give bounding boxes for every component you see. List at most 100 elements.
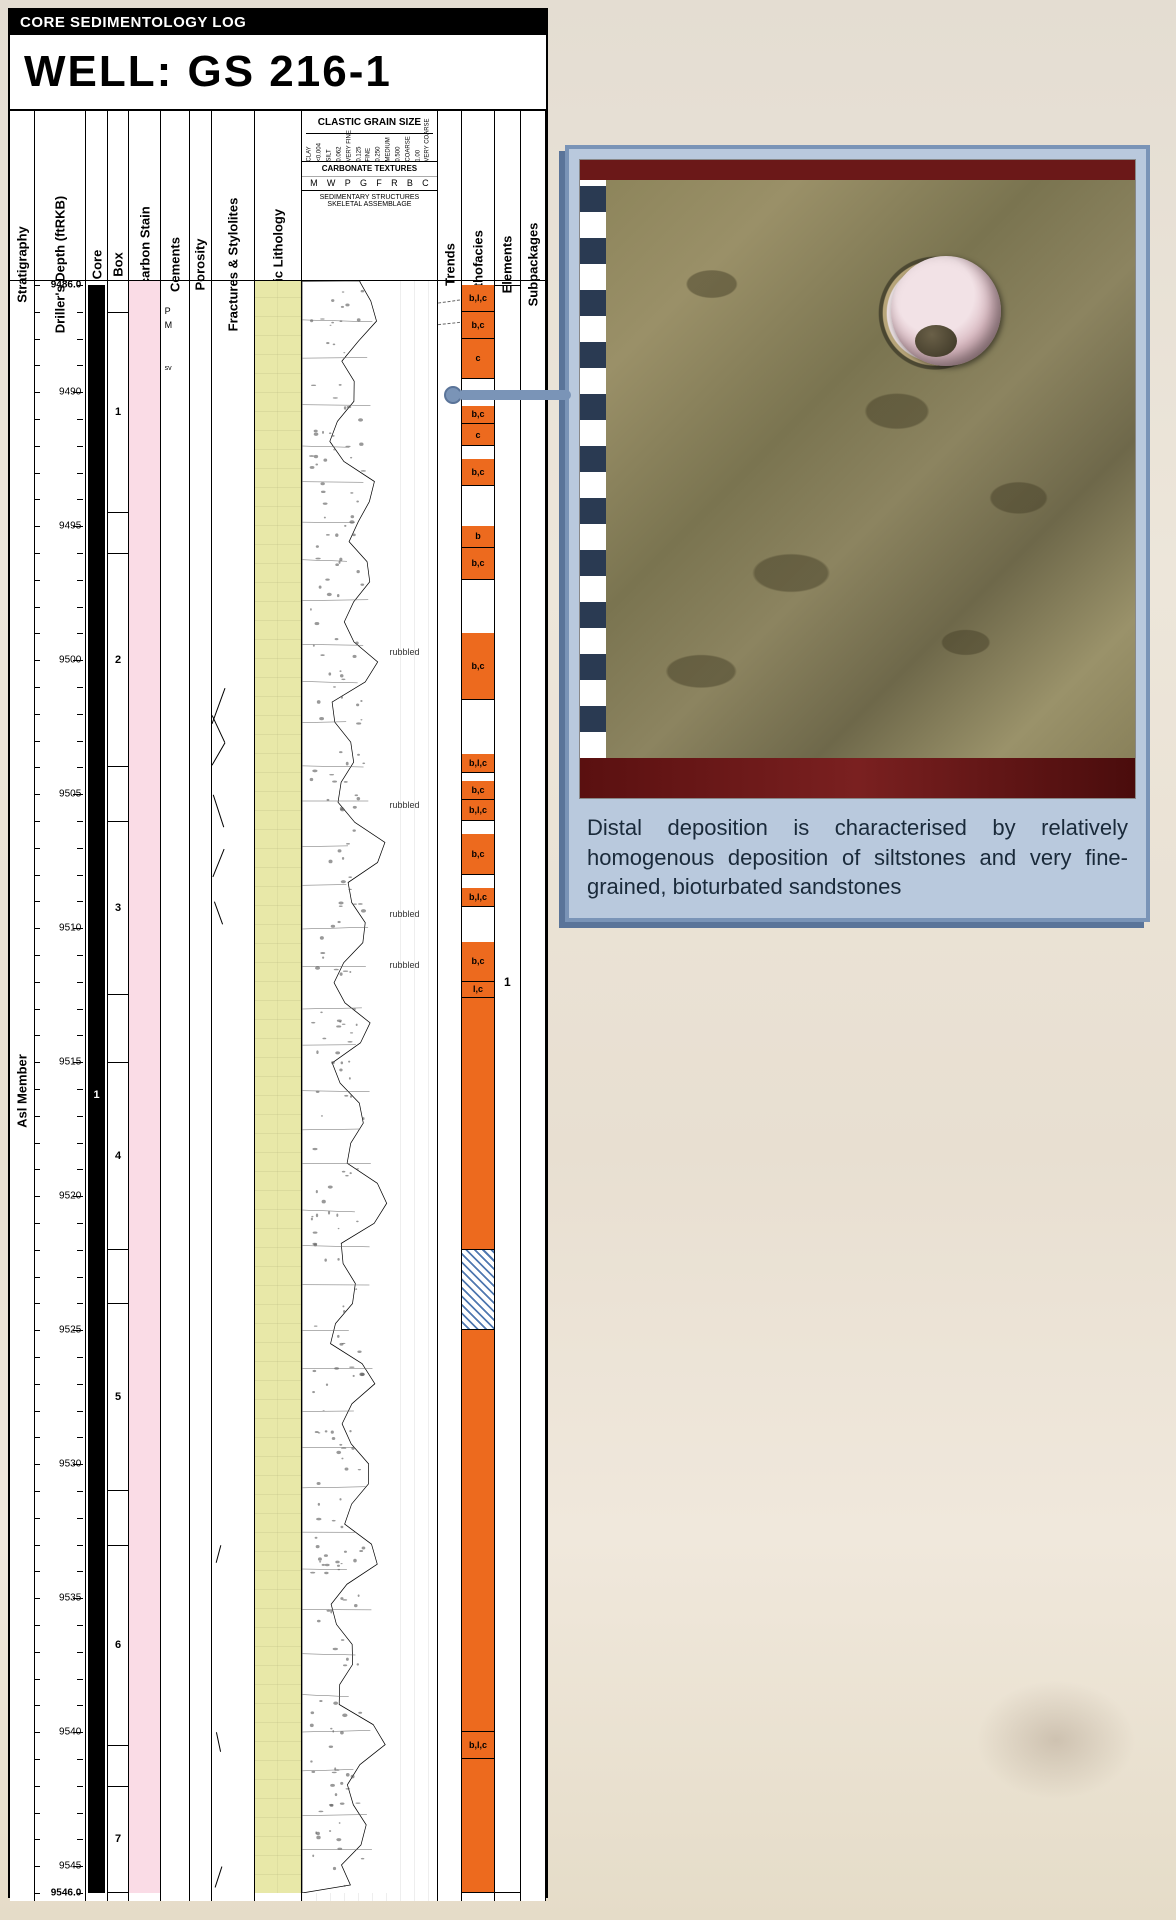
fracture-line [211,742,225,765]
lithofacies-segment: b,l,c [462,800,494,821]
col-header-1: Driller's Depth (ftRKB) [35,111,86,280]
track-10 [438,281,461,1901]
col-header-13: Subpackages [521,111,546,280]
depth-label: 9500 [59,655,81,666]
core-plug-hole [891,256,1001,366]
log-type-bar: CORE SEDIMENTOLOGY LOG [10,10,546,35]
col-header-0: Stratigraphy [10,111,35,280]
lithofacies-segment: l,c [462,982,494,998]
rubbled-label: rubbled [390,909,420,919]
fracture-line [212,795,223,828]
lithofacies-segment: b,c [462,406,494,425]
col-header-11: Lithofacies [462,111,495,280]
core-log-panel: CORE SEDIMENTOLOGY LOG WELL: GS 216-1 St… [8,8,548,1898]
col-header-7: Fractures & Stylolites [212,111,255,280]
track-8 [255,281,302,1901]
col-header-5: Cements [161,111,190,280]
lithofacies-segment: c [462,424,494,445]
column-headers: StratigraphyDriller's Depth (ftRKB)Core B… [10,111,546,281]
track-13 [521,281,546,1901]
fracture-line [212,849,224,877]
box-segment: 2 [108,553,129,767]
track-1: 9486.09490949595009505951095159520952595… [35,281,86,1901]
col-label: Core [89,250,104,280]
lithofacies-segment: b,c [462,312,494,339]
cement-mark: sv [165,365,172,372]
track-6 [190,281,212,1901]
lithofacies-segment: b,c [462,459,494,486]
depth-label: 9510 [59,923,81,934]
lithofacies-segment: c [462,339,494,379]
photo-texture [606,180,1135,758]
grain-profile [302,281,390,1893]
carb-title: CARBONATE TEXTURES [302,161,438,176]
rubbled-label: rubbled [390,800,420,810]
depth-scale: 9486.09490949595009505951095159520952595… [35,281,85,1901]
hydrocarbon-fill [129,281,159,1893]
col-label: Box [111,252,126,277]
log-tracks: Asl Member9486.0949094959500950595109515… [10,281,546,1901]
track-12: 1 [495,281,520,1901]
lithofacies-segment: b [462,526,494,547]
depth-label: 9520 [59,1191,81,1202]
depth-label: 9535 [59,1593,81,1604]
fracture-line [215,1545,221,1563]
fracture-line [215,1732,220,1752]
lithofacies-segment: b,l,c [462,1732,494,1759]
col-header-9: CLASTIC GRAIN SIZE CLAY<0.004SILT0.062VER… [302,111,439,280]
fracture-line [213,902,222,925]
lithofacies-segment [462,1330,494,1732]
box-segment: 5 [108,1303,129,1491]
lithofacies-segment: b,c [462,548,494,580]
rubbled-label: rubbled [390,960,420,970]
lithofacies-segment: b,l,c [462,754,494,773]
lithofacies-segment [462,1759,494,1893]
col-header-3: Box [108,111,130,280]
depth-label: 9540 [59,1727,81,1738]
lithofacies-segment: b,c [462,633,494,700]
col-header-10: Trends [438,111,461,280]
track-7 [212,281,255,1901]
lithofacies-segment: b,l,c [462,888,494,907]
cement-mark: P [165,306,171,316]
lithofacies-segment [462,1250,494,1330]
col-header-2: Core [86,111,108,280]
depth-label: 9495 [59,521,81,532]
callout-caption: Distal deposition is characterised by re… [579,799,1136,908]
lithofacies-segment: b,l,c [462,285,494,312]
fracture-line [211,715,225,743]
core-photo [579,159,1136,799]
grain-title: CLASTIC GRAIN SIZE [302,117,438,129]
col-header-4: Hydrocarbon Stain [129,111,160,280]
grain-scale: CLAY<0.004SILT0.062VERY FINE0.125FINE0.2… [306,133,434,161]
box-segment: 6 [108,1545,129,1746]
col-label: Trends [442,243,457,286]
lithofacies-segment: b,c [462,834,494,874]
box-segment: 3 [108,821,129,995]
depth-label: 9515 [59,1057,81,1068]
track-5: PMsv [161,281,190,1901]
carb-letters: MWPGFRBC [302,176,438,190]
col-header-6: Porosity [190,111,212,280]
depth-label: 9525 [59,1325,81,1336]
col-header-8: Graphic Lithology [255,111,302,280]
depth-label: 9486.0 [51,280,82,291]
track-0: Asl Member [10,281,35,1901]
track-4 [129,281,160,1901]
lithofacies-segment: b,c [462,781,494,800]
box-segment: 4 [108,1062,129,1250]
col-header-12: Elements [495,111,520,280]
track-3: 1234567 [108,281,130,1901]
core-number: 1 [94,1089,100,1101]
depth-label: 9530 [59,1459,81,1470]
rubbled-label: rubbled [390,647,420,657]
sed-structures: SEDIMENTARY STRUCTURESSKELETAL ASSEMBLAG… [302,190,438,212]
depth-label: 9545 [59,1861,81,1872]
depth-label: 9546.0 [51,1888,82,1899]
graphic-lithology-fill [255,281,301,1893]
log-columns-area: StratigraphyDriller's Depth (ftRKB)Core B… [10,111,546,1901]
depth-label: 9490 [59,387,81,398]
track-2: 1 [86,281,108,1901]
callout-box: Distal deposition is characterised by re… [565,145,1150,922]
box-segment: 7 [108,1786,129,1893]
